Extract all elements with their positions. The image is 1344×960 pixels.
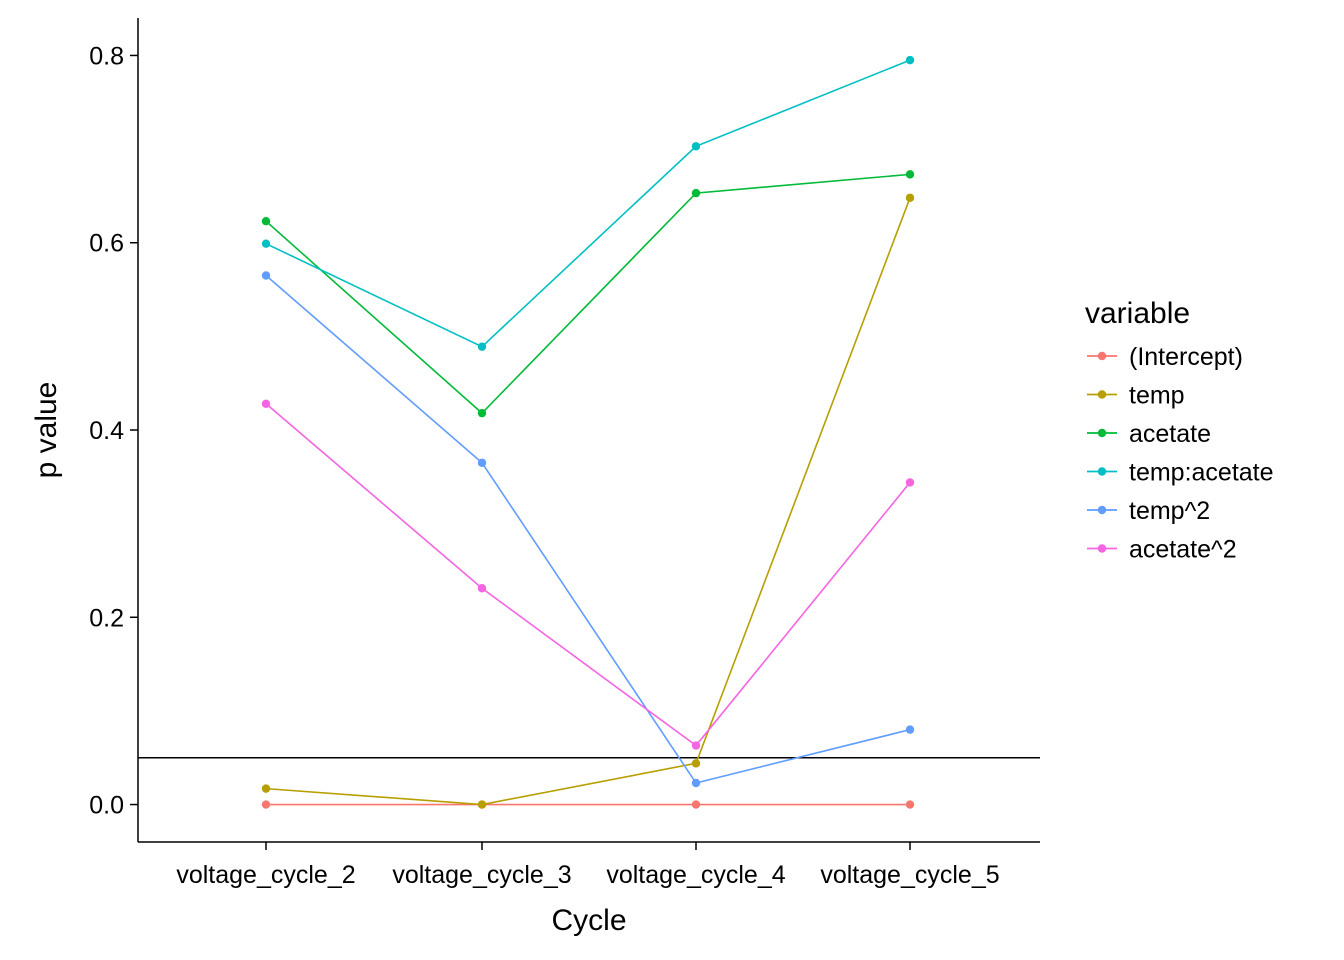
x-tick-label: voltage_cycle_2 — [176, 861, 355, 889]
y-tick-label: 0.6 — [89, 230, 124, 258]
data-point — [691, 188, 701, 198]
legend-label: acetate^2 — [1129, 536, 1237, 564]
data-point — [905, 800, 915, 809]
plot-area — [138, 55, 1040, 809]
legend-key-point — [1097, 505, 1107, 515]
series-line — [265, 197, 911, 806]
legend-key-point — [1097, 351, 1107, 361]
legend-key-point — [1097, 467, 1107, 476]
y-tick-label: 0.0 — [89, 792, 124, 820]
series-line — [265, 173, 911, 415]
y-tick-label: 0.8 — [89, 42, 124, 70]
legend-label: (Intercept) — [1129, 343, 1243, 371]
y-axis-title: p value — [30, 382, 63, 479]
data-point — [905, 55, 915, 65]
data-point — [691, 142, 701, 151]
series-line — [265, 274, 911, 784]
legend-label: temp — [1129, 382, 1185, 410]
data-point — [261, 784, 271, 793]
x-axis-title: Cycle — [551, 904, 626, 937]
data-point — [905, 193, 915, 202]
x-tick-label: voltage_cycle_5 — [820, 861, 999, 889]
data-point — [477, 408, 487, 418]
series-line — [265, 403, 911, 747]
data-point — [691, 778, 701, 788]
legend-title: variable — [1085, 297, 1190, 330]
legend-key-point — [1097, 428, 1107, 438]
legend: variable (Intercept) temp acetate temp:acet… — [1085, 297, 1274, 564]
data-point — [905, 725, 915, 734]
legend-label: acetate — [1129, 420, 1211, 448]
data-point — [477, 584, 487, 593]
data-point — [261, 239, 271, 248]
legend-key-point — [1097, 390, 1107, 399]
series-line — [265, 59, 911, 348]
data-point — [691, 741, 701, 750]
data-point — [477, 800, 487, 809]
data-point — [905, 170, 915, 179]
x-tick-label: voltage_cycle_4 — [606, 861, 785, 889]
legend-label: temp^2 — [1129, 497, 1210, 525]
data-point — [261, 216, 271, 226]
data-point — [477, 342, 487, 351]
data-point — [477, 458, 487, 467]
data-point — [261, 399, 271, 408]
data-point — [691, 800, 701, 809]
axes: 0.0 0.2 0.4 0.6 0.8 voltage_cycle_2 voltage_cy… — [89, 18, 1040, 889]
y-tick-label: 0.2 — [89, 604, 124, 632]
data-point — [691, 759, 701, 768]
y-tick-label: 0.4 — [89, 417, 124, 445]
legend-label: temp:acetate — [1129, 459, 1274, 487]
x-tick-label: voltage_cycle_3 — [392, 861, 571, 889]
data-point — [261, 271, 271, 280]
data-point — [261, 800, 271, 809]
legend-key-point — [1097, 544, 1107, 553]
data-point — [905, 478, 915, 487]
